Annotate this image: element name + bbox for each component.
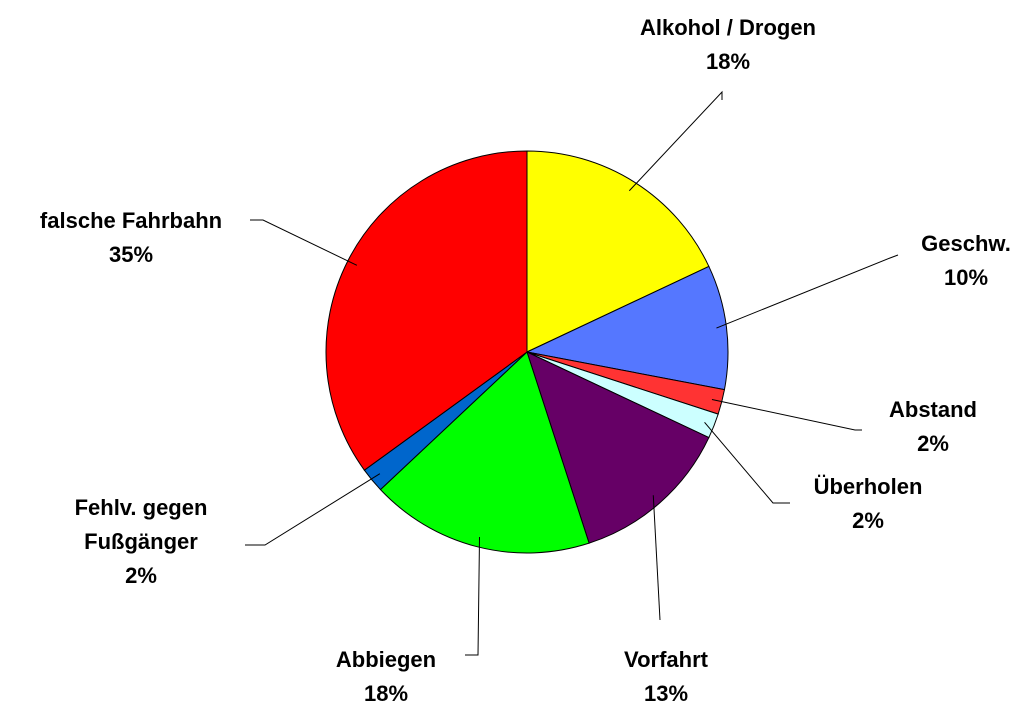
category-label: Alkohol / Drogen xyxy=(640,15,816,40)
value-label: 2% xyxy=(125,563,157,588)
category-label: Überholen xyxy=(813,474,923,499)
value-label: 10% xyxy=(943,265,989,290)
pie-slice xyxy=(526,150,710,353)
value-label: 18% xyxy=(363,681,409,703)
leader-line xyxy=(704,421,790,504)
leader-line xyxy=(711,398,862,431)
leader-line xyxy=(245,473,381,546)
slice-label: Alkohol / Drogen 18% xyxy=(640,11,816,79)
value-label: 13% xyxy=(643,681,689,703)
category-label: Abbiegen xyxy=(335,647,437,672)
leader-line xyxy=(716,254,899,329)
category-label: falsche Fahrbahn xyxy=(39,208,223,233)
leader-line xyxy=(628,90,723,192)
slice-label: Abbiegen 18% xyxy=(336,643,436,703)
leader-line xyxy=(465,536,481,656)
value-label: 18% xyxy=(705,49,751,74)
category-label: Fehlv. gegen Fußgänger xyxy=(74,495,208,554)
slice-label: Abstand 2% xyxy=(889,393,977,461)
pie-slice xyxy=(525,265,729,391)
value-label: 35% xyxy=(108,242,154,267)
slice-label: falsche Fahrbahn 35% xyxy=(40,204,222,272)
category-label: Vorfahrt xyxy=(624,647,708,672)
slice-label: Geschw. 10% xyxy=(921,227,1011,295)
pie-slice xyxy=(526,351,710,544)
slice-label: Fehlv. gegen Fußgänger 2% xyxy=(31,491,251,593)
value-label: 2% xyxy=(917,431,949,456)
leader-line xyxy=(250,219,358,266)
pie-slice xyxy=(379,351,590,554)
slice-label: Überholen 2% xyxy=(814,470,923,538)
slice-label: Vorfahrt 13% xyxy=(624,643,708,703)
category-label: Abstand xyxy=(889,397,977,422)
category-label: Geschw. xyxy=(921,231,1011,256)
value-label: 2% xyxy=(852,508,884,533)
leader-line xyxy=(652,495,661,621)
